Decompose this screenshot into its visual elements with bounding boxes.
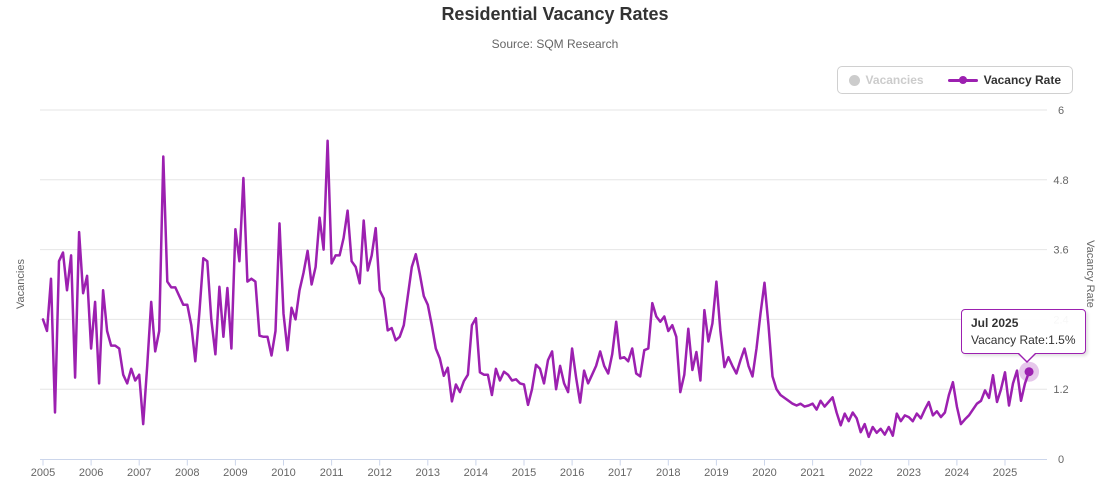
y-axis-tick-label: 3.6 [1053,245,1068,257]
y-axis-tick-label: 4.8 [1053,175,1068,187]
tooltip-body: Vacancy Rate:1.5% [971,333,1076,347]
x-axis-tick-label: 2024 [945,467,969,479]
legend: Vacancies Vacancy Rate [836,66,1073,94]
tooltip-value: 1.5% [1048,333,1076,347]
x-axis-tick-label: 2017 [608,467,632,479]
x-axis-tick-label: 2016 [560,467,584,479]
x-axis-tick-label: 2005 [31,467,55,479]
y-axis-tick-label: 6 [1058,105,1064,117]
circle-series-marker-icon [848,74,860,86]
x-axis-tick-label: 2007 [127,467,151,479]
x-axis-tick-label: 2023 [897,467,921,479]
x-axis-tick-label: 2008 [175,467,199,479]
legend-item-vacancy-rate[interactable]: Vacancy Rate [947,73,1061,87]
y-axis-tick-label: 0 [1058,454,1064,466]
legend-label-vacancy-rate: Vacancy Rate [983,73,1061,87]
x-axis-tick-label: 2013 [416,467,440,479]
legend-label-vacancies: Vacancies [865,73,924,87]
y-axis-tick-label: 1.2 [1053,384,1068,396]
x-axis-tick-label: 2018 [656,467,680,479]
x-axis-tick-label: 2014 [464,467,488,479]
x-axis-tick-label: 2022 [848,467,872,479]
tooltip-date: Jul 2025 [971,316,1019,330]
x-axis-tick-label: 2010 [271,467,295,479]
x-axis-tick-label: 2019 [704,467,728,479]
vacancy-rate-series-line[interactable] [41,139,1031,439]
y-axis-title-left: Vacancies [15,259,27,309]
tooltip-series-name: Vacancy Rate: [971,333,1049,347]
x-axis-tick-label: 2006 [79,467,103,479]
x-axis-tick-label: 2020 [752,467,776,479]
legend-item-vacancies[interactable]: Vacancies [848,73,924,87]
x-axis-tick-label: 2011 [320,467,344,479]
x-axis-tick-label: 2009 [223,467,247,479]
x-axis-tick-label: 2021 [800,467,824,479]
line-series-marker-icon [947,76,978,84]
tooltip: Jul 2025 Vacancy Rate:1.5% [961,309,1086,363]
hover-point-marker[interactable] [1024,367,1034,377]
chart-subtitle: Source: SQM Research [491,37,619,51]
chart-title: Residential Vacancy Rates [441,4,669,24]
x-axis-tick-label: 2012 [367,467,391,479]
x-axis-tick-label: 2025 [993,467,1017,479]
x-axis-tick-label: 2015 [512,467,536,479]
